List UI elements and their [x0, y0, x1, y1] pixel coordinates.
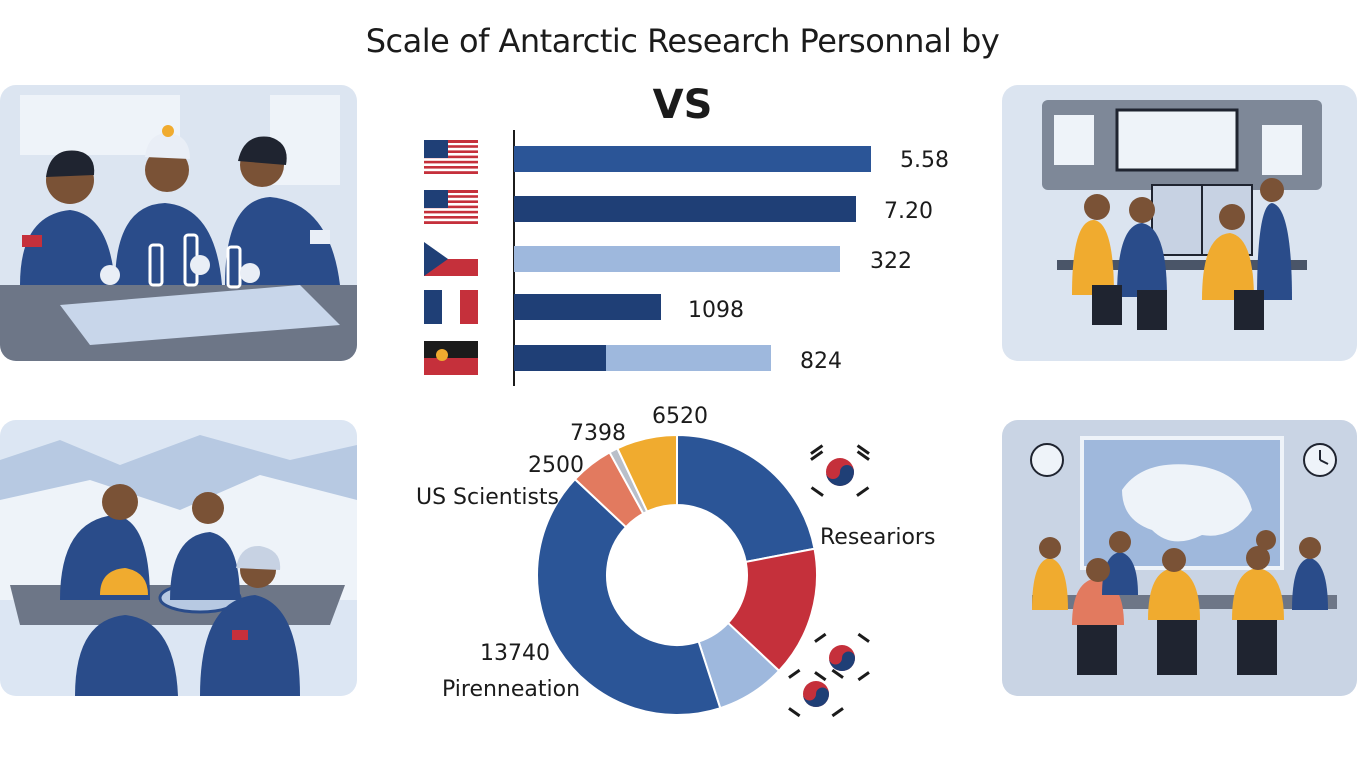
- czech-flag-icon: [424, 242, 478, 276]
- donut-slice-7: [616, 433, 678, 513]
- france-flag-icon: [424, 290, 478, 324]
- us-flag-icon: [424, 140, 478, 174]
- donut-label-us-scientists: US Scientists: [416, 485, 559, 510]
- bar-label-5: 824: [800, 349, 842, 374]
- briefing-room-illustration: [1002, 420, 1357, 696]
- donut-slice-4: [536, 477, 722, 716]
- red-black-flag-icon: [424, 341, 478, 375]
- bar-3: [514, 246, 840, 272]
- donut-slice-1: [676, 433, 816, 564]
- control-room-illustration: [1002, 85, 1357, 361]
- bar-chart: 5.58 7.20 322 1098 824: [424, 130, 949, 386]
- bar-label-3: 322: [870, 249, 912, 274]
- bar-label-2: 7.20: [884, 199, 933, 224]
- bar-4: [514, 294, 661, 320]
- bar-5-dark: [514, 345, 606, 371]
- bar-2: [514, 196, 856, 222]
- korea-flag-icon: [814, 632, 870, 682]
- chart-title: Scale of Antarctic Research Personnal by: [365, 22, 1000, 60]
- field-researchers-illustration: [0, 420, 357, 696]
- donut-label-7398: 7398: [570, 421, 626, 446]
- us-flag-icon: [424, 190, 478, 224]
- donut-label-6520: 6520: [652, 404, 708, 429]
- lab-scientists-illustration: [0, 85, 357, 361]
- chart-subtitle: VS: [652, 82, 713, 128]
- donut-label-2500: 2500: [528, 453, 584, 478]
- donut-label-13740: 13740: [480, 641, 550, 666]
- donut-chart: 6520 7398 2500 US Scientists 13740 Piren…: [416, 404, 935, 718]
- donut-slices: [536, 433, 818, 716]
- bar-label-1: 5.58: [900, 148, 949, 173]
- korea-flag-icon: [788, 668, 844, 718]
- bar-label-4: 1098: [688, 298, 744, 323]
- donut-label-pirenneation: Pirenneation: [442, 677, 580, 702]
- korea-flag-icon: [810, 444, 870, 497]
- bar-1: [514, 146, 871, 172]
- donut-label-researiors: Researiors: [820, 525, 935, 550]
